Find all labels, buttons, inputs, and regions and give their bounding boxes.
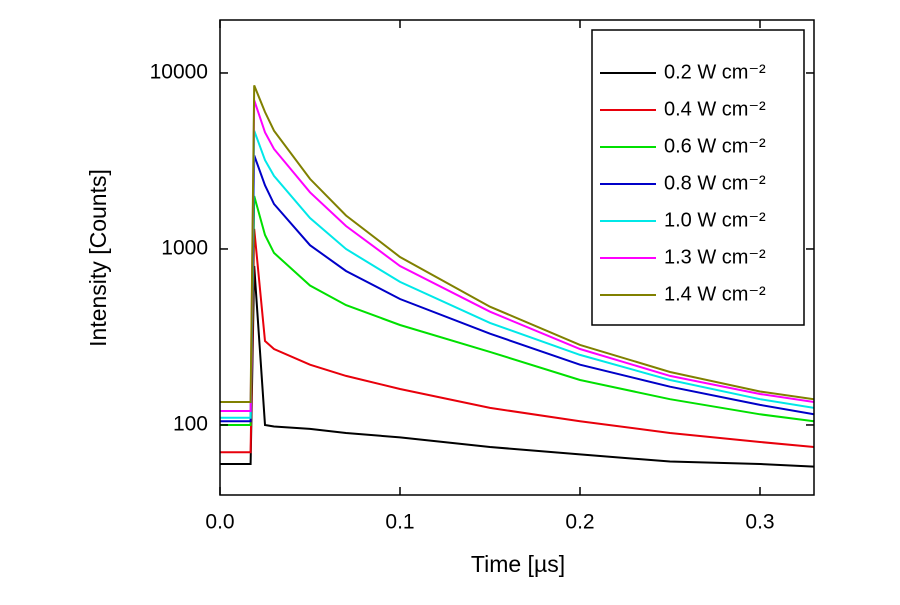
legend-label: 1.0 W cm⁻² [664,209,766,231]
legend-label: 0.8 W cm⁻² [664,172,766,194]
x-tick-label: 0.3 [745,511,774,534]
legend-label: 1.4 W cm⁻² [664,283,766,305]
data-line [220,85,814,403]
y-tick-label: 1000 [161,237,208,260]
legend-box [591,29,805,326]
y-tick-label: 100 [173,413,208,436]
x-axis-label: Time [µs] [471,551,565,577]
x-tick-label: 0.1 [385,511,414,534]
y-tick-label: 10000 [150,61,208,84]
legend-label: 0.4 W cm⁻² [664,98,766,120]
y-axis-label: Intensity [Counts] [85,169,111,347]
legend-label: 0.6 W cm⁻² [664,135,766,157]
legend-label: 0.2 W cm⁻² [664,61,766,83]
x-tick-label: 0.2 [565,511,594,534]
plot-frame [219,19,815,496]
legend-label: 1.3 W cm⁻² [664,246,766,268]
x-tick-label: 0.0 [205,511,234,534]
